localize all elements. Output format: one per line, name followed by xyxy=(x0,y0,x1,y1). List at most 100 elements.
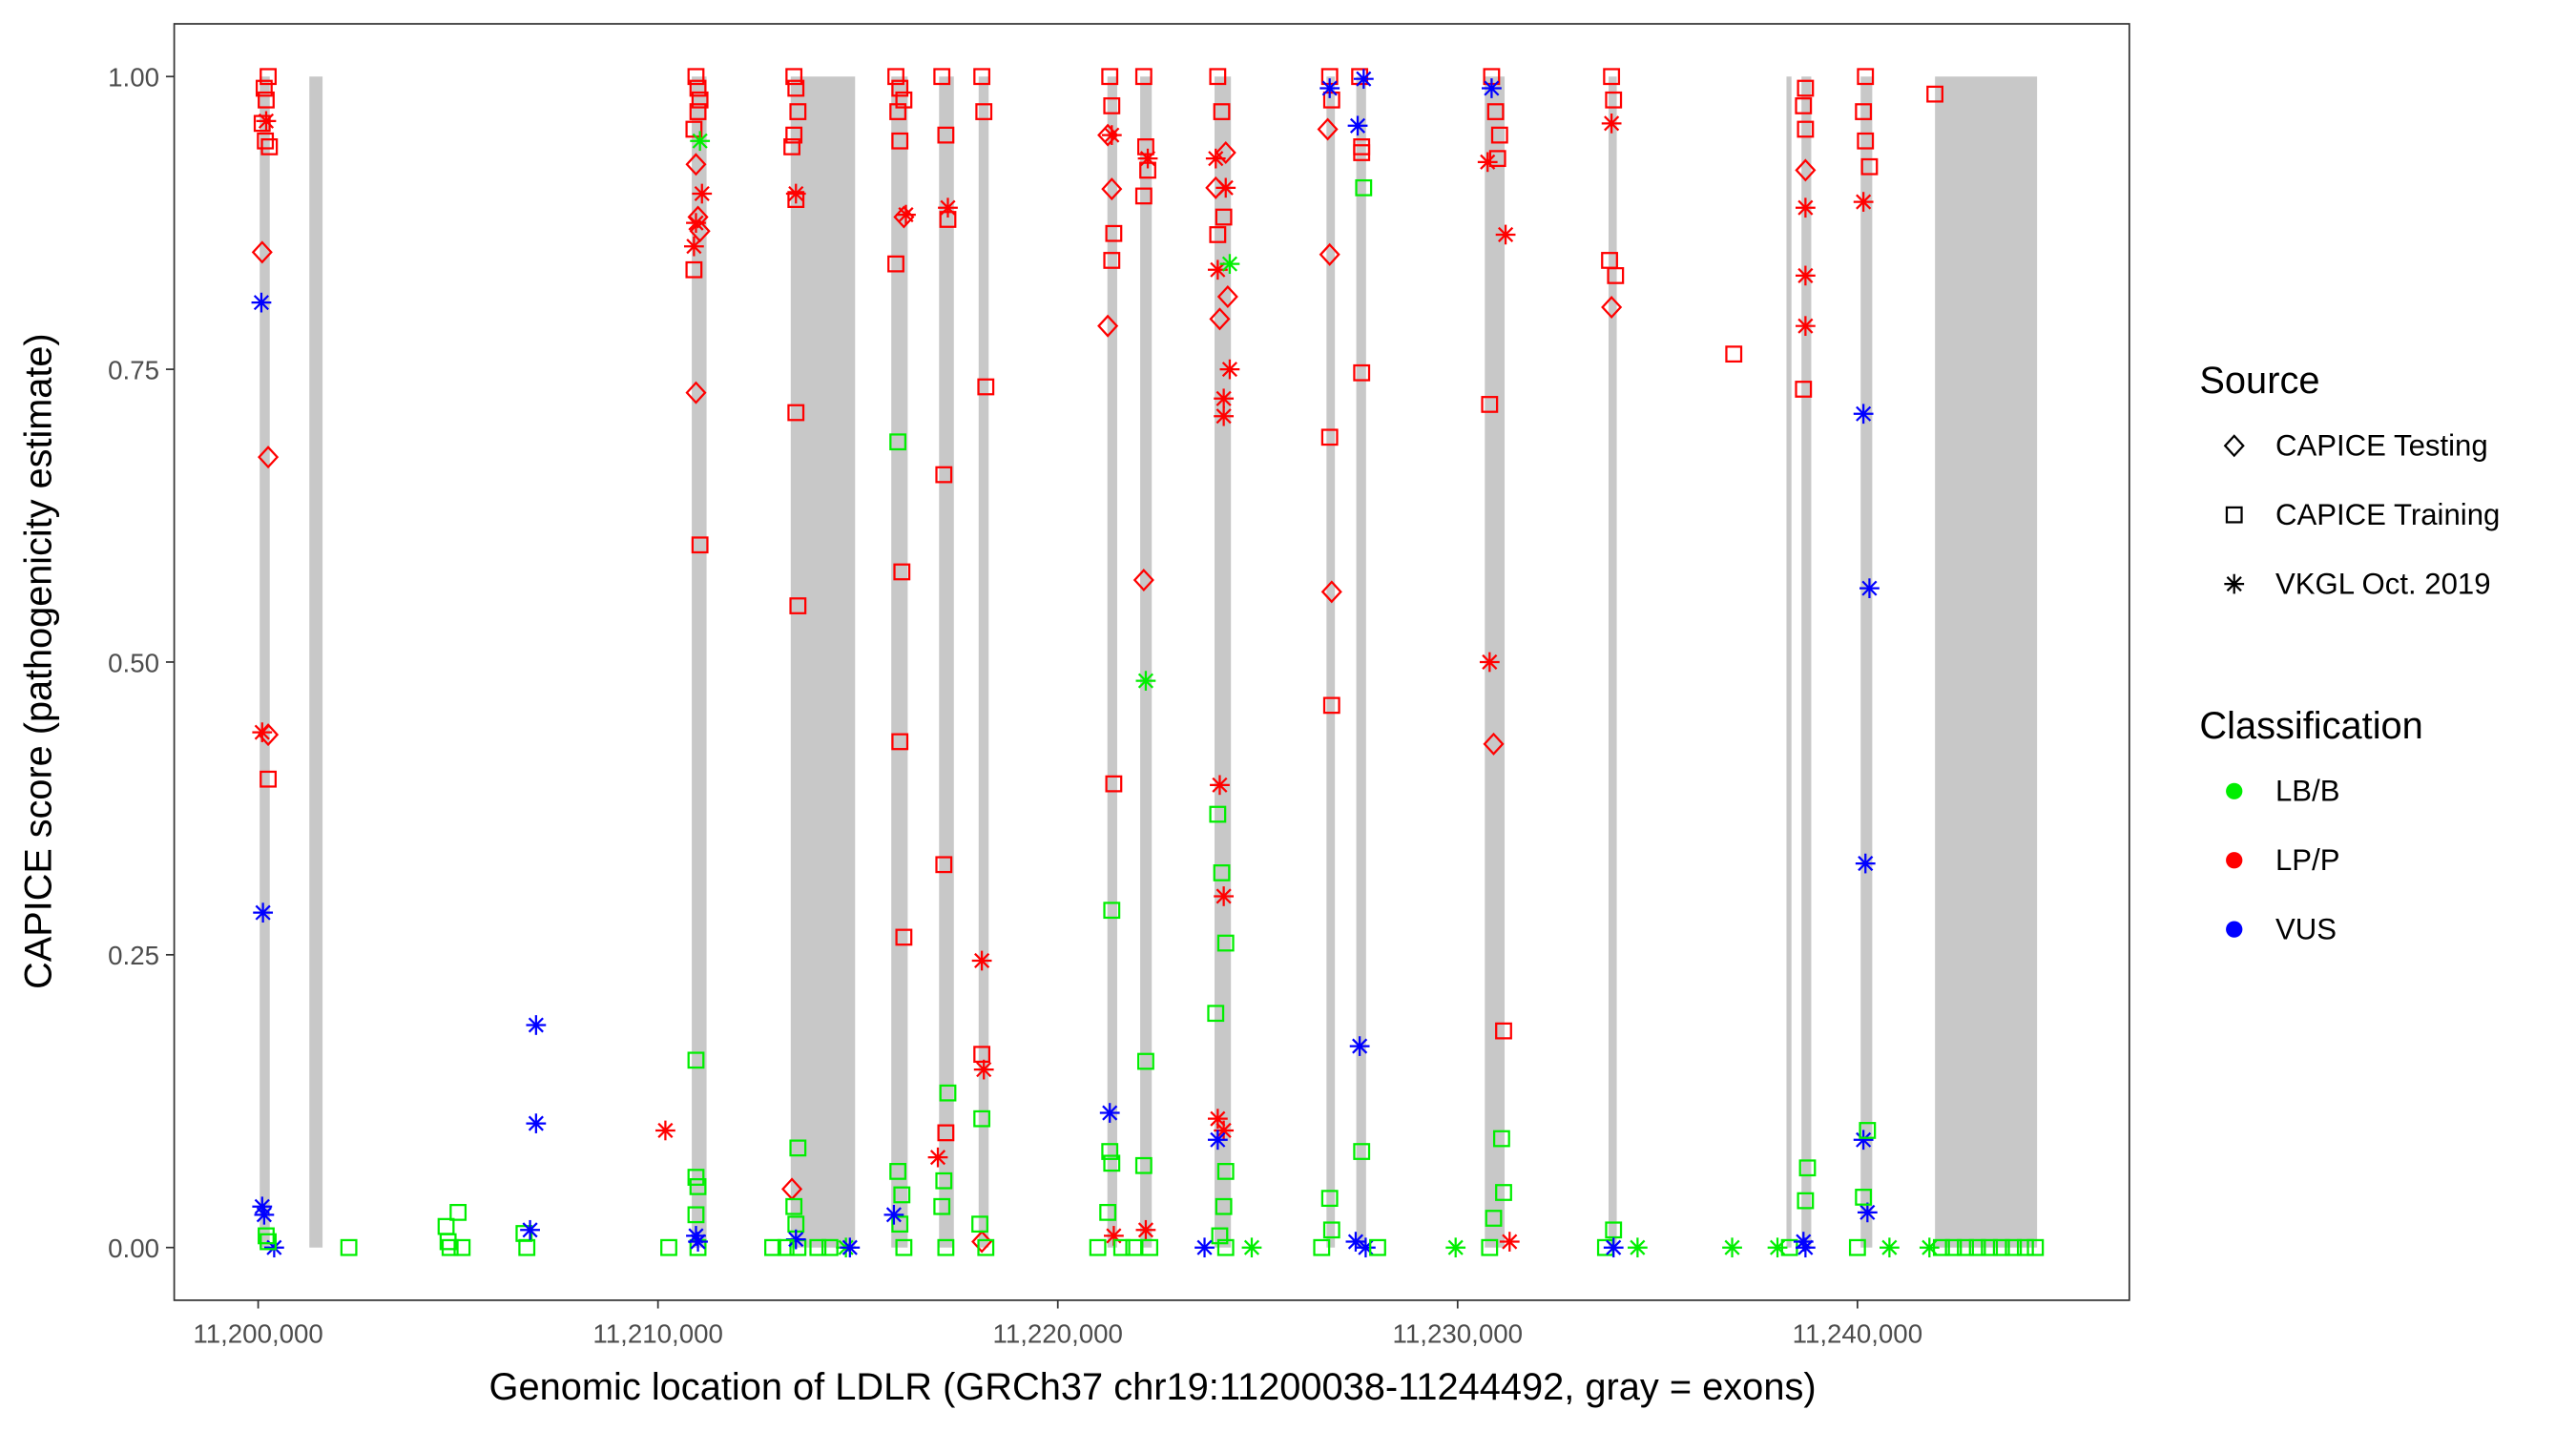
data-point xyxy=(1101,125,1122,145)
exon-band xyxy=(891,76,908,1248)
data-point xyxy=(883,1204,904,1225)
exon-band xyxy=(1801,76,1812,1248)
data-point xyxy=(975,103,993,120)
data-point xyxy=(1482,78,1502,98)
data-point xyxy=(1089,1238,1107,1256)
data-point xyxy=(1795,381,1813,398)
data-point xyxy=(254,1204,275,1225)
data-point xyxy=(1214,388,1235,409)
data-point xyxy=(893,563,911,581)
data-point xyxy=(1495,1184,1512,1201)
x-tick-label: 11,200,000 xyxy=(193,1319,322,1349)
data-point xyxy=(1601,296,1623,320)
data-point xyxy=(777,1238,795,1256)
legend-classification-items: LB/B LP/P VUS xyxy=(2226,775,2340,945)
data-point xyxy=(685,153,707,176)
data-point xyxy=(1215,208,1233,226)
data-point xyxy=(688,1232,708,1252)
data-point xyxy=(685,120,703,138)
data-point xyxy=(1134,1156,1153,1174)
data-point xyxy=(887,255,904,273)
data-point xyxy=(1725,345,1743,363)
data-point xyxy=(1795,158,1817,182)
data-point xyxy=(1483,732,1505,756)
data-point xyxy=(895,928,913,946)
data-point xyxy=(687,1206,705,1224)
data-point xyxy=(685,381,707,404)
exon-band xyxy=(1356,76,1366,1248)
data-point xyxy=(1320,1190,1339,1208)
data-point xyxy=(1798,1159,1817,1177)
data-point xyxy=(1137,138,1154,156)
data-point xyxy=(1603,68,1621,86)
data-point xyxy=(258,91,275,109)
exon-band xyxy=(309,76,323,1248)
data-point xyxy=(660,1238,677,1256)
data-point xyxy=(1215,177,1236,198)
data-point xyxy=(1101,177,1123,201)
data-point xyxy=(1795,197,1816,218)
data-point xyxy=(1103,97,1121,114)
data-point xyxy=(685,260,703,279)
data-point xyxy=(1605,1221,1623,1239)
data-point xyxy=(1490,126,1508,144)
data-point xyxy=(449,1203,467,1221)
data-point xyxy=(260,138,279,156)
data-point xyxy=(971,950,992,971)
data-point xyxy=(895,1238,913,1256)
legend: Source CAPICE Testing CAPICE Training VKGL… xyxy=(2199,360,2500,945)
data-point xyxy=(971,1230,993,1254)
data-point xyxy=(687,68,705,86)
data-point xyxy=(683,236,704,257)
data-point xyxy=(1211,1227,1229,1245)
data-point xyxy=(1601,113,1622,134)
y-tick-label: 1.00 xyxy=(108,63,159,93)
data-point xyxy=(1603,1237,1624,1258)
data-point xyxy=(1207,1109,1228,1130)
data-point xyxy=(687,205,709,229)
data-point xyxy=(1795,316,1816,337)
data-point xyxy=(1320,428,1339,446)
data-point xyxy=(971,1215,988,1234)
data-point xyxy=(1968,1238,1986,1256)
data-point xyxy=(935,466,953,484)
data-point xyxy=(977,378,995,396)
data-point xyxy=(893,1186,911,1204)
data-point xyxy=(251,240,273,264)
data-point xyxy=(1213,864,1231,881)
data-point xyxy=(655,1120,675,1141)
data-point xyxy=(1957,1238,1974,1256)
data-point xyxy=(1099,1203,1117,1221)
data-point xyxy=(1322,1221,1340,1239)
data-point xyxy=(1722,1237,1742,1258)
legend-class-label: LP/P xyxy=(2275,843,2340,877)
data-point xyxy=(2026,1238,2045,1256)
data-point xyxy=(1320,580,1342,604)
data-point xyxy=(1215,141,1236,165)
data-point xyxy=(1135,671,1156,691)
data-point xyxy=(1215,1197,1233,1215)
y-tick-label: 0.25 xyxy=(108,941,159,970)
data-point xyxy=(1855,853,1876,874)
legend-source-items: CAPICE Testing CAPICE Training VKGL Oct. 2… xyxy=(2223,429,2500,600)
legend-source-label: VKGL Oct. 2019 xyxy=(2275,567,2491,600)
data-point xyxy=(933,68,951,86)
data-point xyxy=(1105,224,1123,242)
data-point xyxy=(1216,1163,1235,1180)
data-point xyxy=(1214,405,1235,426)
data-point xyxy=(1101,68,1119,86)
data-point xyxy=(937,1238,955,1256)
data-point xyxy=(1209,307,1231,331)
exon-band xyxy=(1215,76,1232,1248)
data-point xyxy=(1853,404,1874,425)
exon-band xyxy=(260,76,270,1248)
data-point xyxy=(891,1215,909,1234)
data-point xyxy=(692,183,713,204)
exon-band xyxy=(1786,76,1792,1248)
data-point xyxy=(1209,68,1227,86)
data-point xyxy=(939,1084,957,1102)
data-point xyxy=(887,68,904,86)
data-point xyxy=(1313,1238,1331,1256)
data-point xyxy=(1605,91,1623,109)
data-point xyxy=(789,103,807,120)
